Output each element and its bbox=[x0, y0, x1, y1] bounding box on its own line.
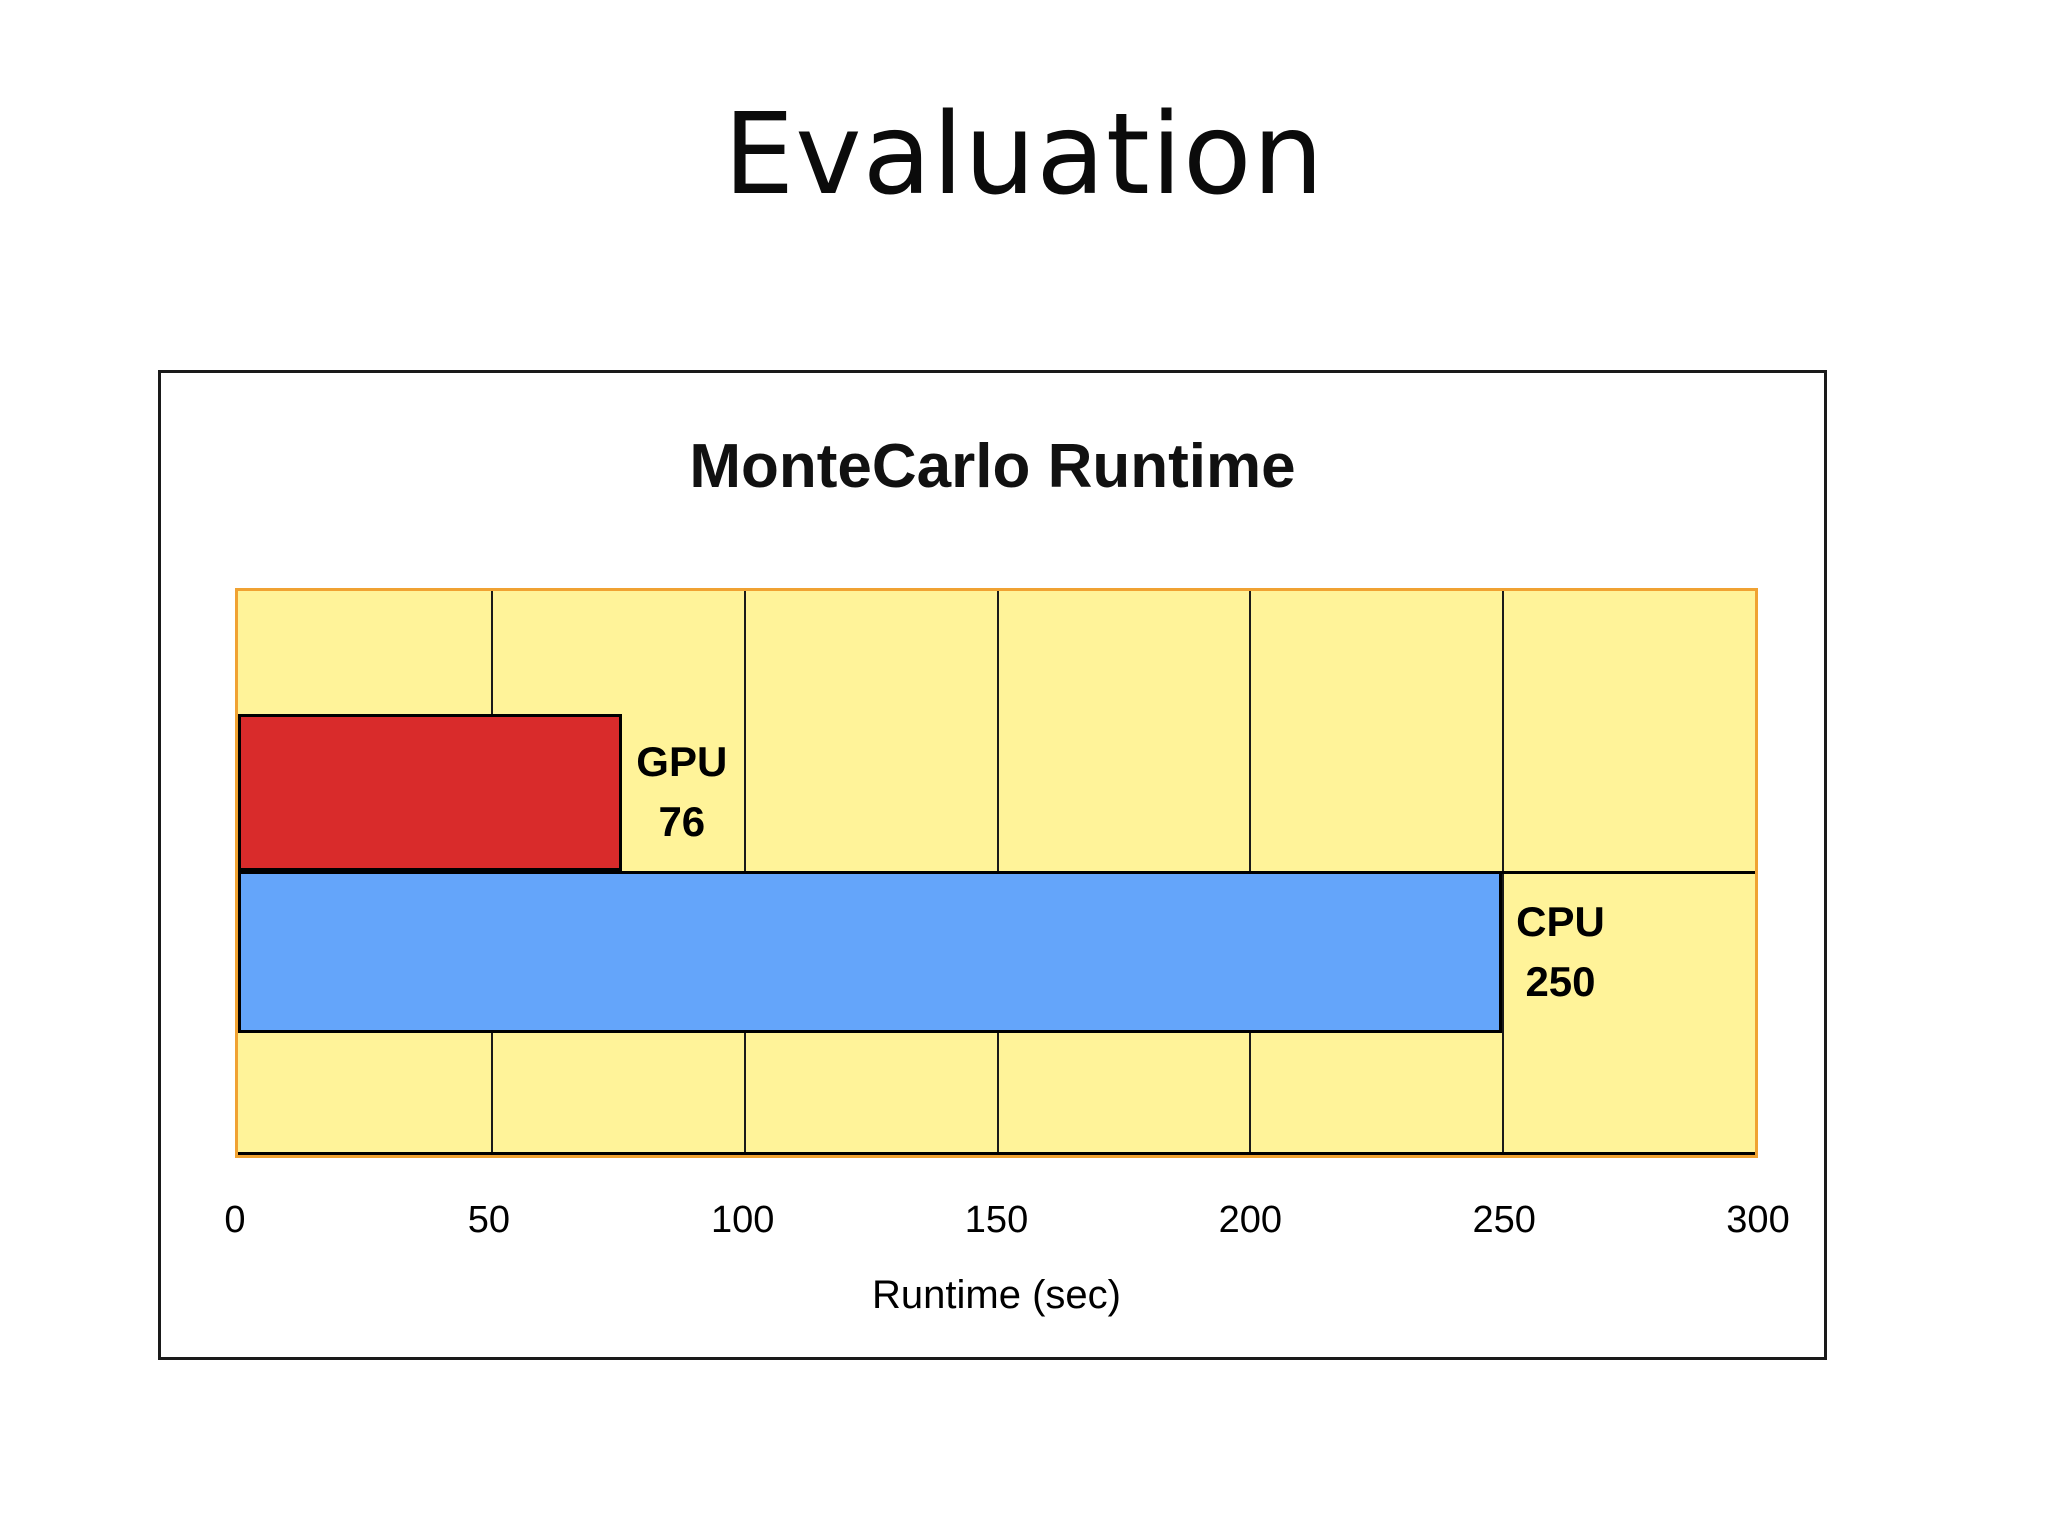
x-tick-label-300: 300 bbox=[1726, 1199, 1790, 1241]
x-tick-label-0: 0 bbox=[224, 1199, 246, 1241]
bar-label-cpu: CPU 250 bbox=[1516, 892, 1605, 1012]
x-tick-label-150: 150 bbox=[964, 1199, 1029, 1241]
bar-value-text: 250 bbox=[1525, 958, 1596, 1006]
chart-title: MonteCarlo Runtime bbox=[689, 432, 1296, 501]
bar-cpu bbox=[238, 871, 1503, 1034]
x-axis-title: Runtime (sec) bbox=[872, 1273, 1121, 1317]
bar-value-text: 76 bbox=[658, 798, 706, 846]
plot-area: GPU 76 CPU 250 bbox=[235, 588, 1758, 1158]
x-axis-line bbox=[238, 1152, 1755, 1155]
slide-title: Evaluation bbox=[723, 90, 1325, 220]
x-tick-label-50: 50 bbox=[467, 1199, 510, 1241]
bar-label-gpu: GPU 76 bbox=[636, 732, 727, 852]
x-axis-tick-labels: 0 50 100 150 200 250 300 bbox=[224, 1199, 1789, 1249]
bar-gpu bbox=[238, 713, 623, 871]
x-tick-label-200: 200 bbox=[1218, 1199, 1283, 1241]
bar-category-text: GPU bbox=[636, 738, 728, 786]
x-tick-label-250: 250 bbox=[1472, 1199, 1536, 1241]
bar-category-text: CPU bbox=[1516, 898, 1605, 946]
chart-frame: MonteCarlo Runtime GPU 76 CPU 250 0 50 100 150… bbox=[158, 370, 1827, 1360]
x-tick-label-100: 100 bbox=[710, 1199, 775, 1241]
